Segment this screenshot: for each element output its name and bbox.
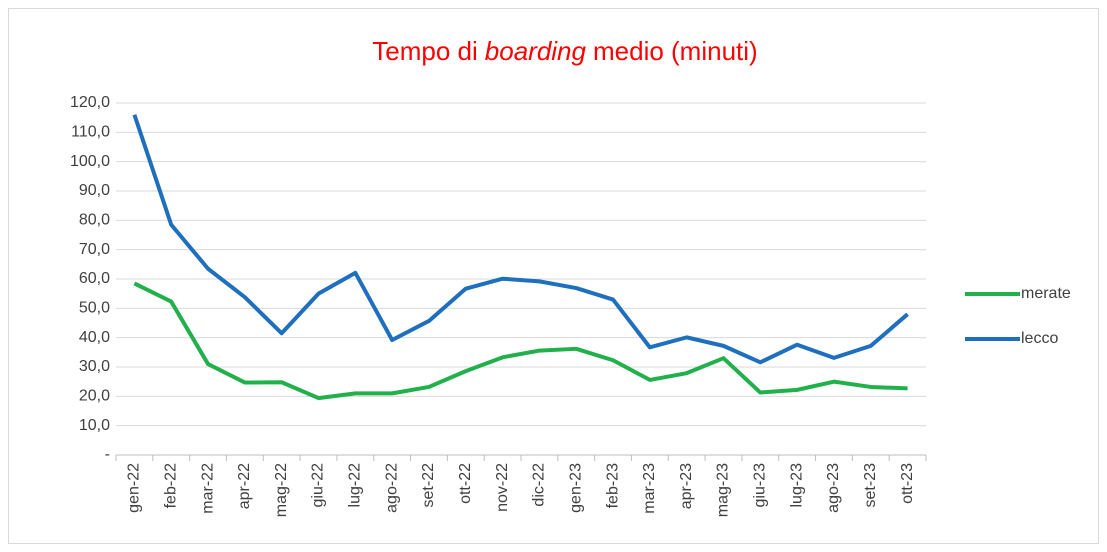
y-tick-label: 60,0 [79, 270, 110, 287]
x-tick-label: mag-22 [273, 463, 290, 517]
y-tick-label: 110,0 [71, 124, 110, 141]
x-tick-label: feb-22 [162, 463, 179, 508]
y-tick-label: 30,0 [79, 358, 110, 375]
x-tick-label: giu-22 [310, 463, 327, 508]
x-tick-label: lug-23 [788, 463, 805, 508]
x-tick-label: gen-23 [567, 463, 584, 513]
y-tick-label: 50,0 [79, 300, 110, 317]
x-tick-label: mar-23 [641, 463, 658, 514]
x-tick-label: feb-23 [604, 463, 621, 508]
x-tick-label: set-22 [420, 463, 437, 508]
y-tick-label: 90,0 [79, 182, 110, 199]
x-tick-label: ago-23 [825, 463, 842, 513]
y-tick-label: - [105, 446, 110, 463]
x-tick-label: dic-22 [531, 463, 548, 507]
title-run: medio (minuti) [593, 36, 758, 66]
x-tick-label: ott-22 [457, 463, 474, 504]
y-tick-label: 20,0 [79, 388, 110, 405]
y-tick-label: 100,0 [70, 153, 110, 170]
y-tick-label: 40,0 [79, 329, 110, 346]
x-tick-label: mar-22 [199, 463, 216, 514]
x-tick-label: apr-23 [678, 463, 695, 509]
y-tick-label: 10,0 [79, 417, 110, 434]
line-series [132, 114, 909, 365]
x-tick-label: ott-23 [899, 463, 916, 504]
y-tick-label: 80,0 [79, 212, 110, 229]
x-tick-label: lug-22 [347, 463, 364, 508]
chart-border [8, 8, 1099, 544]
x-tick-label: apr-22 [236, 463, 253, 509]
x-tick-label: set-23 [862, 463, 879, 508]
x-tick-label: giu-23 [752, 463, 769, 508]
x-tick-label: mag-23 [715, 463, 732, 517]
title-run: boarding [485, 36, 587, 66]
x-tick-label: ago-22 [383, 463, 400, 513]
title-run: Tempo di [372, 36, 478, 66]
chart-title: Tempo di boarding medio (minuti) [372, 36, 757, 66]
x-tick-label: nov-22 [494, 463, 511, 512]
line-series [133, 281, 908, 401]
legend-label: merate [1021, 285, 1071, 302]
y-tick-label: 70,0 [79, 241, 110, 258]
x-tick-label: gen-22 [126, 463, 143, 513]
y-tick-label: 120,0 [70, 94, 110, 111]
legend-label: lecco [1021, 330, 1058, 347]
